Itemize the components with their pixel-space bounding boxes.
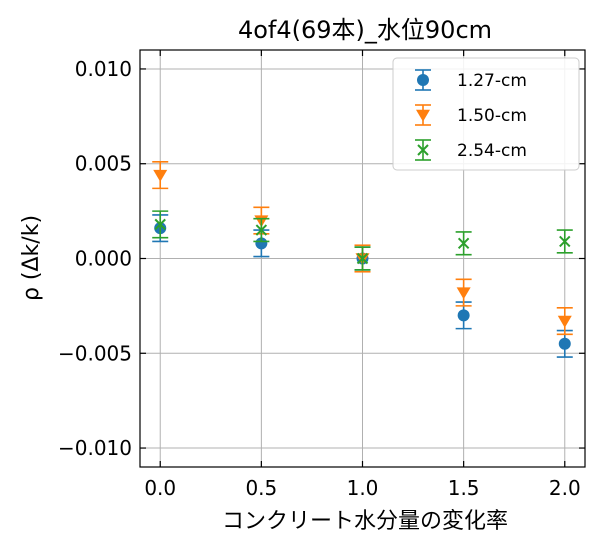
data-point (356, 252, 369, 265)
x-tick-label: 1.0 (347, 476, 379, 500)
data-point (456, 287, 471, 300)
data-point (153, 169, 168, 182)
x-tick-label: 0.5 (245, 476, 277, 500)
x-tick-label: 1.5 (448, 476, 480, 500)
data-point (154, 218, 166, 231)
legend-marker (416, 109, 430, 122)
plot-area (152, 161, 573, 358)
chart-title: 4of4(69本)_水位90cm (238, 16, 492, 44)
x-tick-label: 2.0 (549, 476, 581, 500)
y-tick-label: −0.010 (58, 436, 132, 460)
y-tick-label: 0.010 (75, 57, 132, 81)
legend-label: 1.50-cm (457, 106, 527, 126)
legend-box (392, 57, 580, 171)
y-tick-label: 0.000 (75, 247, 132, 271)
legend-marker (417, 144, 429, 156)
data-point (457, 309, 470, 322)
y-tick-label: 0.005 (75, 152, 132, 176)
data-point (558, 337, 571, 350)
axes-ticks: 0.0 0.5 1.0 1.5 2.0 0.010 0.005 0.000 −0.005 −0.0… (58, 50, 585, 500)
legend-marker (417, 74, 429, 86)
data-point (255, 237, 268, 250)
data-point (557, 315, 572, 328)
x-tick-label: 0.0 (144, 476, 176, 500)
x-axis-label: コンクリート水分量の変化率 (222, 509, 508, 534)
y-tick-label: −0.005 (58, 341, 132, 365)
data-point (559, 235, 571, 248)
data-point (255, 224, 268, 236)
data-point (457, 237, 470, 250)
legend: 1.27-cm 1.50-cm 2.54-cm (392, 57, 580, 171)
legend-label: 2.54-cm (457, 141, 527, 161)
legend-label: 1.27-cm (457, 71, 527, 91)
series-2.54-cm (152, 210, 573, 271)
y-axis-label: ρ (Δk/k) (19, 215, 44, 301)
